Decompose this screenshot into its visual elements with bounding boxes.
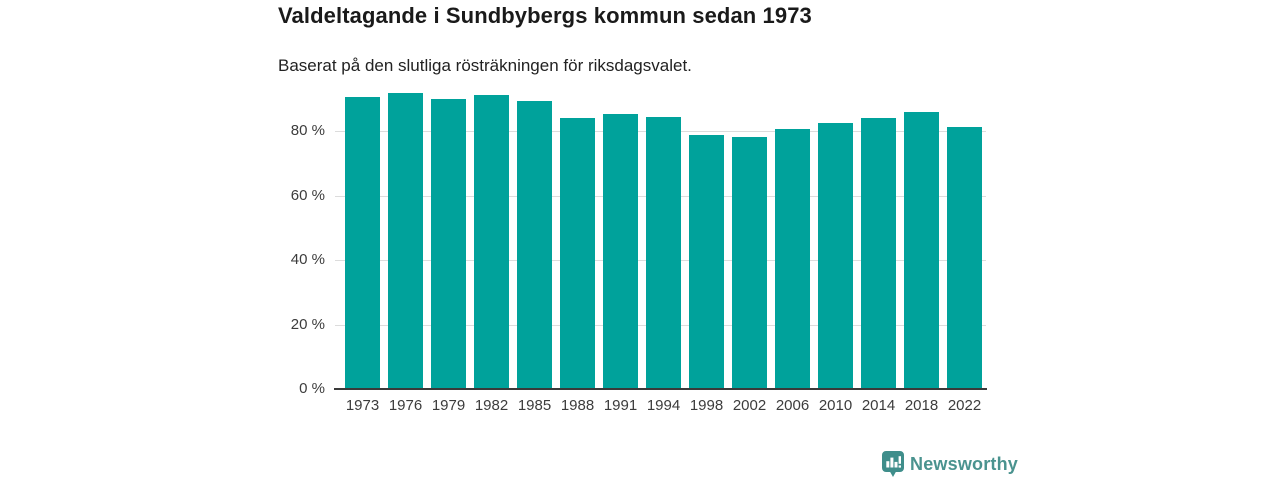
plot-area: 0 % 20 % 40 % 60 % 80 % 1973 1976 1979 1982 1985 1… [291,92,987,414]
bar-1988 [560,118,595,389]
x-tick-label-1985: 1985 [517,397,552,414]
x-tick-label-2014: 2014 [861,397,896,414]
x-tick-label-1982: 1982 [474,397,509,414]
x-tick-label-2018: 2018 [904,397,939,414]
x-tick-label-2022: 2022 [947,397,982,414]
x-tick-label-1991: 1991 [603,397,638,414]
bar-2010 [818,123,853,389]
bar-2006 [775,129,810,389]
y-tick-label-40: 40 % [290,251,325,268]
y-tick-label-60: 60 % [290,187,325,204]
bar-2018 [904,112,939,389]
x-tick-label-1973: 1973 [345,397,380,414]
bar-1985 [517,101,552,389]
bar-1982 [474,95,509,389]
chart-subtitle: Baserat på den slutliga rösträkningen fö… [278,56,692,75]
bar-2022 [947,127,982,389]
y-tick-label-0: 0 % [299,380,325,397]
bar-1994 [646,117,681,389]
bar-1998 [689,135,724,389]
x-tick-label-1994: 1994 [646,397,681,414]
brand-footer: Newsworthy [882,451,1018,477]
x-tick-label-1979: 1979 [431,397,466,414]
x-tick-label-2006: 2006 [775,397,810,414]
x-tick-label-1998: 1998 [689,397,724,414]
brand-name: Newsworthy [910,453,1019,474]
bar-2002 [732,137,767,389]
x-axis-line [334,388,987,390]
chart-title: Valdeltagande i Sundbybergs kommun sedan… [278,3,812,28]
bar-1973 [345,97,380,389]
bar-1976 [388,93,423,389]
x-tick-label-2010: 2010 [818,397,853,414]
x-tick-label-1976: 1976 [388,397,423,414]
bar-1979 [431,99,466,389]
y-tick-label-80: 80 % [290,122,325,139]
y-tick-label-20: 20 % [290,316,325,333]
x-tick-label-2002: 2002 [732,397,767,414]
bar-2014 [861,118,896,389]
bar-1991 [603,114,638,389]
newsworthy-badge-icon [882,451,904,477]
x-tick-label-1988: 1988 [560,397,595,414]
